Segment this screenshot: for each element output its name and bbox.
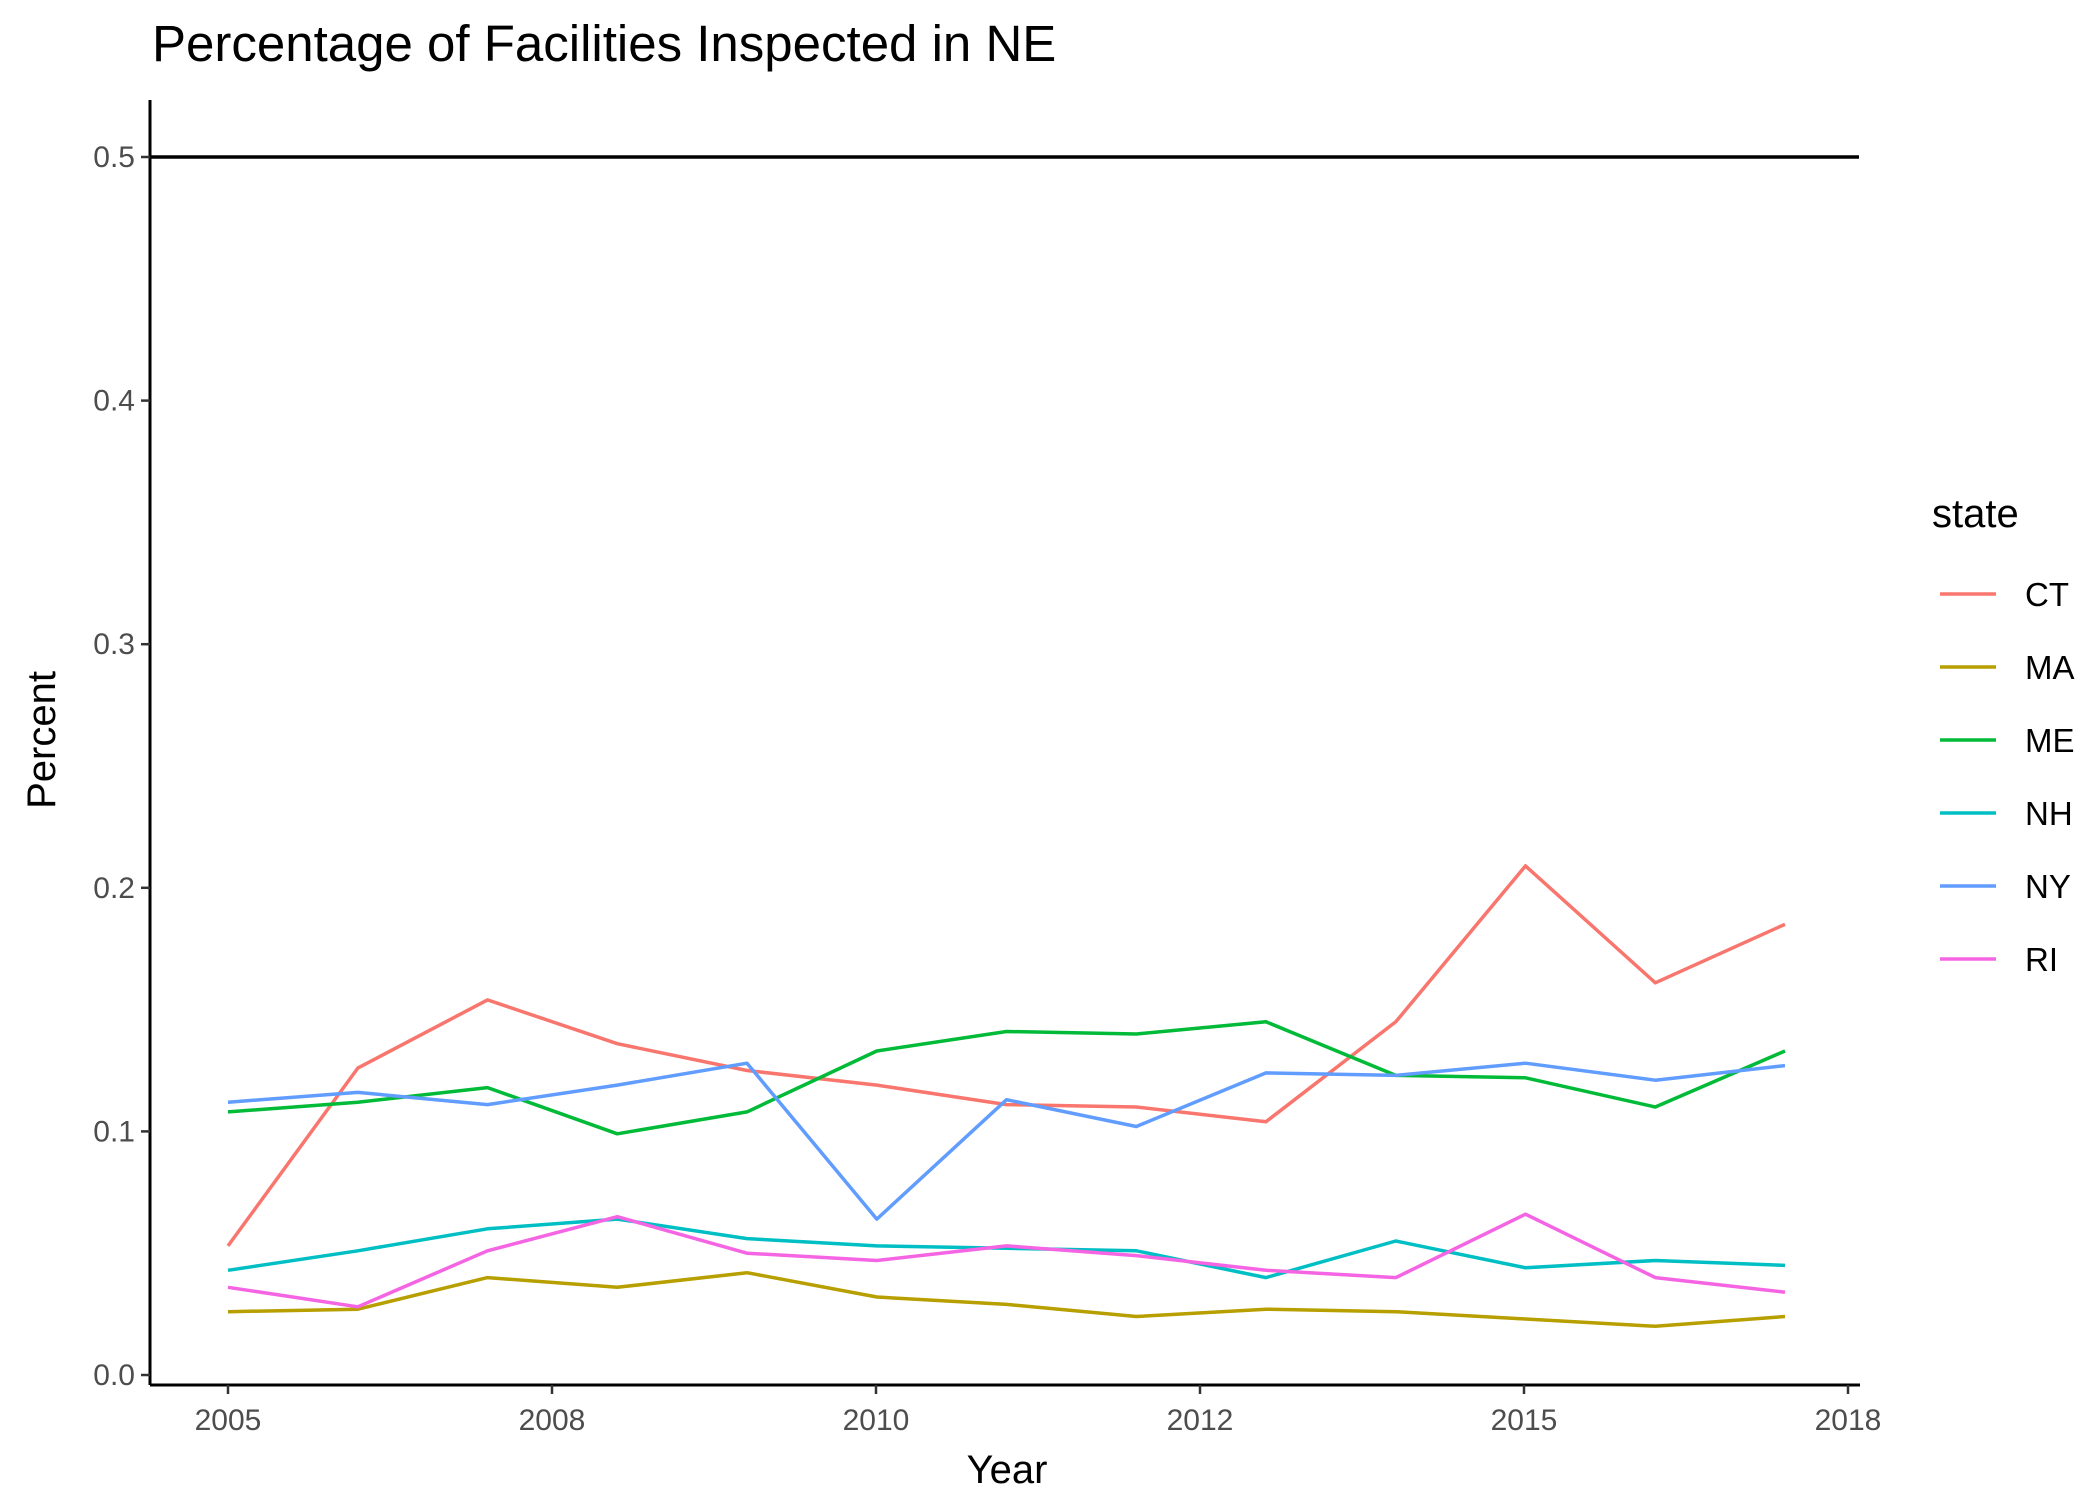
- legend-label-ri: RI: [2025, 941, 2058, 978]
- legend-label-ny: NY: [2025, 868, 2071, 905]
- series-line-ny: [227, 1061, 1786, 1221]
- x-tick-label: 2005: [195, 1404, 262, 1437]
- legend-items: CT MA ME NH NY RI: [1940, 576, 2075, 978]
- x-tick-label: 2010: [843, 1404, 910, 1437]
- x-tick-label: 2018: [1815, 1404, 1882, 1437]
- x-tick-label: 2012: [1167, 1404, 1234, 1437]
- y-tick-label: 0.3: [93, 628, 135, 661]
- y-tick-label: 0.5: [93, 141, 135, 174]
- y-tick-label: 0.2: [93, 872, 135, 905]
- chart-title: Percentage of Facilities Inspected in NE: [152, 15, 1056, 72]
- legend-title: state: [1932, 492, 2019, 536]
- plot-area: 0.00.10.20.30.40.5 2005 2008 2010 2012 2015 2…: [93, 100, 1881, 1437]
- series-line-nh: [227, 1217, 1786, 1280]
- legend-label-ma: MA: [2025, 649, 2075, 686]
- x-axis-title: Year: [967, 1448, 1048, 1492]
- series-line-ma: [227, 1270, 1786, 1329]
- y-tick-label: 0.0: [93, 1359, 135, 1392]
- y-tick-label: 0.4: [93, 385, 135, 418]
- y-axis-ticks: 0.0 0.1 0.2 0.3 0.4 0.5: [93, 141, 150, 1392]
- y-axis-title: Percent: [20, 671, 64, 809]
- legend-label-nh: NH: [2025, 795, 2073, 832]
- legend-label-me: ME: [2025, 722, 2075, 759]
- legend: state CT MA ME NH NY RI: [1932, 492, 2075, 978]
- legend-label-ct: CT: [2025, 576, 2069, 613]
- x-tick-label: 2015: [1491, 1404, 1558, 1437]
- x-axis-ticks: 2005 2008 2010 2012 2015 2018: [195, 1385, 1882, 1437]
- series-lines: [226, 864, 1786, 1329]
- x-tick-label: 2008: [519, 1404, 586, 1437]
- series-line-ct: [226, 864, 1786, 1247]
- series-line-me: [227, 1020, 1786, 1136]
- y-tick-label: 0.1: [93, 1115, 135, 1148]
- series-line-ri: [227, 1212, 1786, 1309]
